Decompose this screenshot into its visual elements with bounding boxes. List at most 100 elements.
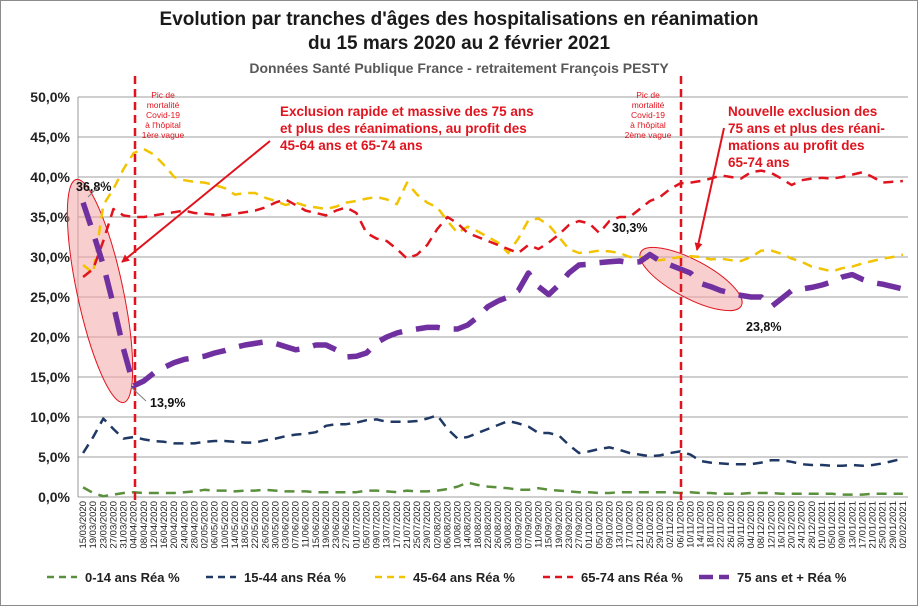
x-tick-label: 17/07/2020 <box>392 501 403 549</box>
peak1-annotation: Pic de mortalité Covid-19 à l'hôpital 1ère v… <box>142 90 185 140</box>
x-tick-label: 13/10/2020 <box>615 501 626 549</box>
series-line <box>82 169 903 278</box>
x-tick-label: 08/04/2020 <box>139 501 150 549</box>
x-tick-label: 28/04/2020 <box>189 501 200 549</box>
series-line <box>82 147 904 275</box>
x-tick-label: 19/09/2020 <box>554 501 565 549</box>
x-tick-label: 26/08/2020 <box>493 501 504 549</box>
y-tick-label: 25,0% <box>30 289 70 305</box>
x-tick-label: 29/01/2021 <box>888 501 899 549</box>
x-tick-label: 02/02/2021 <box>898 501 909 549</box>
highlight-ellipse <box>66 178 134 404</box>
data-labels: 36,8% 13,9% 30,3% 23,8% <box>76 180 781 410</box>
x-tick-label: 01/01/2021 <box>817 501 828 549</box>
x-tick-label: 22/05/2020 <box>250 501 261 549</box>
legend-label: 75 ans et + Réa % <box>737 570 847 585</box>
x-tick-label: 04/12/2020 <box>746 501 757 549</box>
x-tick-label: 07/09/2020 <box>523 501 534 549</box>
x-tick-label: 15/09/2020 <box>544 501 555 549</box>
series-lines <box>80 147 904 498</box>
y-tick-label: 15,0% <box>30 369 70 385</box>
data-label: 23,8% <box>746 320 781 334</box>
x-tick-label: 02/08/2020 <box>432 501 443 549</box>
x-tick-label: 09/01/2021 <box>837 501 848 549</box>
x-tick-label: 13/07/2020 <box>382 501 393 549</box>
legend: 0-14 ans Réa % 15-44 ans Réa % 45-64 ans R… <box>47 570 847 585</box>
x-tick-label: 25/07/2020 <box>412 501 423 549</box>
x-tick-label: 29/10/2020 <box>655 501 666 549</box>
x-tick-label: 07/06/2020 <box>291 501 302 549</box>
y-tick-label: 10,0% <box>30 409 70 425</box>
x-tick-label: 03/09/2020 <box>513 501 524 549</box>
x-tick-label: 18/08/2020 <box>473 501 484 549</box>
x-tick-label: 30/08/2020 <box>503 501 514 549</box>
x-tick-label: 17/10/2020 <box>625 501 636 549</box>
x-tick-label: 04/04/2020 <box>129 501 140 549</box>
x-tick-label: 26/11/2020 <box>726 501 737 548</box>
x-tick-label: 27/03/2020 <box>108 501 119 549</box>
arrow-note1 <box>121 140 271 263</box>
x-tick-label: 16/12/2020 <box>776 501 787 549</box>
x-tick-label: 21/07/2020 <box>402 501 413 549</box>
chart-title: Evolution par tranches d'âges des hospit… <box>159 9 759 30</box>
peak2-annotation: Pic de mortalité Covid-19 à l'hôpital 2ème v… <box>625 90 672 140</box>
x-tick-label: 30/05/2020 <box>270 501 281 549</box>
x-axis: 15/03/2020 19/03/2020 23/03/2020 27/03/2020… <box>78 501 909 549</box>
x-tick-label: 25/01/2021 <box>878 501 889 549</box>
x-tick-label: 23/06/2020 <box>331 501 342 549</box>
legend-label: 65-74 ans Réa % <box>581 570 683 585</box>
arrow-note2 <box>694 127 725 251</box>
x-tick-label: 05/01/2021 <box>827 501 838 549</box>
x-tick-label: 28/12/2020 <box>807 501 818 549</box>
x-tick-label: 17/01/2021 <box>857 501 868 549</box>
x-tick-label: 19/03/2020 <box>88 501 99 549</box>
x-tick-label: 02/05/2020 <box>200 501 211 549</box>
x-tick-label: 31/03/2020 <box>119 501 130 549</box>
data-label: 30,3% <box>612 221 647 235</box>
x-tick-label: 06/08/2020 <box>442 501 453 549</box>
x-tick-label: 10/08/2020 <box>453 501 464 549</box>
legend-label: 0-14 ans Réa % <box>85 570 180 585</box>
y-axis: 0,0% 5,0% 10,0% 15,0% 20,0% 25,0% 30,0% 35,0% 40… <box>30 89 70 505</box>
x-tick-label: 05/07/2020 <box>361 501 372 549</box>
x-tick-label: 22/08/2020 <box>483 501 494 549</box>
note1-annotation: Exclusion rapide et massive des 75 ans et… <box>280 104 534 153</box>
x-tick-label: 23/03/2020 <box>98 501 109 549</box>
x-tick-label: 23/09/2020 <box>564 501 575 549</box>
x-tick-label: 15/03/2020 <box>78 501 89 549</box>
x-tick-label: 27/06/2020 <box>341 501 352 549</box>
grid-lines <box>77 96 908 498</box>
x-tick-label: 30/11/2020 <box>736 501 747 548</box>
series-line <box>80 201 904 389</box>
highlight-ellipse <box>639 246 743 312</box>
x-tick-label: 21/01/2021 <box>868 501 879 549</box>
x-tick-label: 11/09/2020 <box>534 501 545 548</box>
series-line <box>82 414 904 468</box>
x-tick-label: 14/08/2020 <box>463 501 474 549</box>
x-tick-label: 18/11/2020 <box>706 501 717 548</box>
x-tick-label: 12/12/2020 <box>766 501 777 549</box>
x-tick-label: 19/06/2020 <box>321 501 332 549</box>
x-tick-label: 06/11/2020 <box>675 501 686 548</box>
legend-label: 45-64 ans Réa % <box>413 570 515 585</box>
x-tick-label: 20/04/2020 <box>169 501 180 549</box>
x-tick-label: 14/11/2020 <box>696 501 707 548</box>
x-tick-label: 14/05/2020 <box>230 501 241 549</box>
x-tick-label: 15/06/2020 <box>311 501 322 549</box>
y-tick-label: 45,0% <box>30 129 70 145</box>
x-tick-label: 22/11/2020 <box>716 501 727 548</box>
x-tick-label: 01/07/2020 <box>351 501 362 549</box>
x-tick-label: 08/12/2020 <box>756 501 767 549</box>
x-tick-label: 27/09/2020 <box>574 501 585 549</box>
x-tick-label: 05/10/2020 <box>594 501 605 549</box>
x-tick-label: 24/12/2020 <box>797 501 808 549</box>
y-tick-label: 30,0% <box>30 249 70 265</box>
legend-label: 15-44 ans Réa % <box>244 570 346 585</box>
peak-lines <box>133 76 683 500</box>
x-tick-label: 01/10/2020 <box>584 501 595 549</box>
x-tick-label: 06/05/2020 <box>210 501 221 549</box>
x-tick-label: 12/04/2020 <box>149 501 160 549</box>
label-leader <box>130 386 147 402</box>
data-label: 13,9% <box>150 396 185 410</box>
